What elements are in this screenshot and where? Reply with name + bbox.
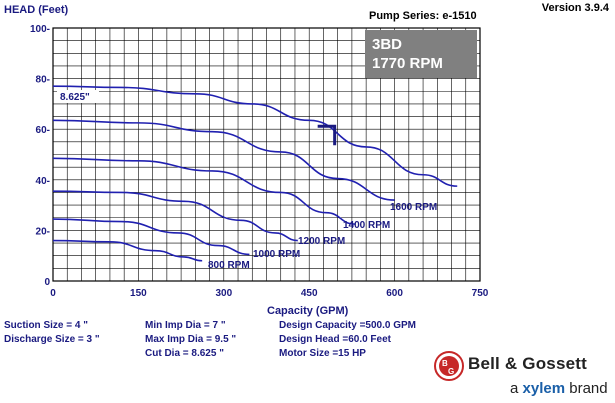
discharge-size: Discharge Size = 3 " [4,334,100,345]
x-tick-label: 300 [215,288,232,299]
pump-curve-line [52,85,458,187]
pump-curve-line [52,218,250,256]
model-box [365,30,477,78]
x-tick-label: 600 [386,288,403,299]
curve-speed-label: 1200 RPM [298,236,345,247]
svg-text:B: B [442,359,448,368]
curve-speed-label: 800 RPM [208,260,250,271]
curve-speed-label: 1000 RPM [253,249,300,260]
plot-frame [52,27,481,282]
y-tick-label: 20- [36,226,50,237]
curve-speed-label: 1600 RPM [390,202,437,213]
curve-speed-label: 1400 RPM [343,220,390,231]
suction-size: Suction Size = 4 " [4,320,88,331]
x-tick-label: 150 [130,288,147,299]
model-name: 3BD [372,36,402,53]
bg-shield-icon: B G [434,351,464,381]
pump-curve-line [52,190,298,242]
version-label: Version 3.9.4 [541,2,609,14]
y-tick-label: 80- [36,75,50,86]
cut-dia: Cut Dia = 8.625 " [145,348,224,359]
design-point-marker [317,124,337,146]
impeller-label: 8.625" [60,92,90,103]
pump-curves [52,85,458,262]
design-capacity: Design Capacity =500.0 GPM [279,320,417,331]
y-tick-label: 40- [36,176,50,187]
design-head: Design Head =60.0 Feet [279,334,391,345]
svg-text:G: G [448,367,454,376]
y-tick-label: 100- [30,24,50,35]
y-tick-label: 0 [44,277,50,288]
brand-tagline: a xylem brand [510,380,608,397]
motor-size: Motor Size =15 HP [279,348,366,359]
pump-curve-line [52,119,395,201]
max-impeller-dia: Max Imp Dia = 9.5 " [145,334,237,345]
pump-series-label: Pump Series: e-1510 [369,10,477,22]
pump-curve-line [52,239,203,262]
pump-curve-line [52,157,355,225]
impeller-label-bg [57,90,99,103]
x-tick-label: 0 [50,288,56,299]
min-impeller-dia: Min Imp Dia = 7 " [145,320,226,331]
x-axis-title: Capacity (GPM) [267,305,349,317]
model-speed: 1770 RPM [372,55,443,72]
y-tick-label: 60- [36,125,50,136]
y-axis-title: HEAD (Feet) [4,4,69,16]
chart-grid [52,27,481,282]
x-tick-label: 750 [472,288,489,299]
brand-logo: B G Bell & Gossett a xylem brand [434,349,610,401]
brand-name: Bell & Gossett [468,354,587,373]
chart-axes: 0 20- 40- 60- 80- 100- 0 150 300 450 600 750 [30,24,489,299]
x-tick-label: 450 [301,288,318,299]
